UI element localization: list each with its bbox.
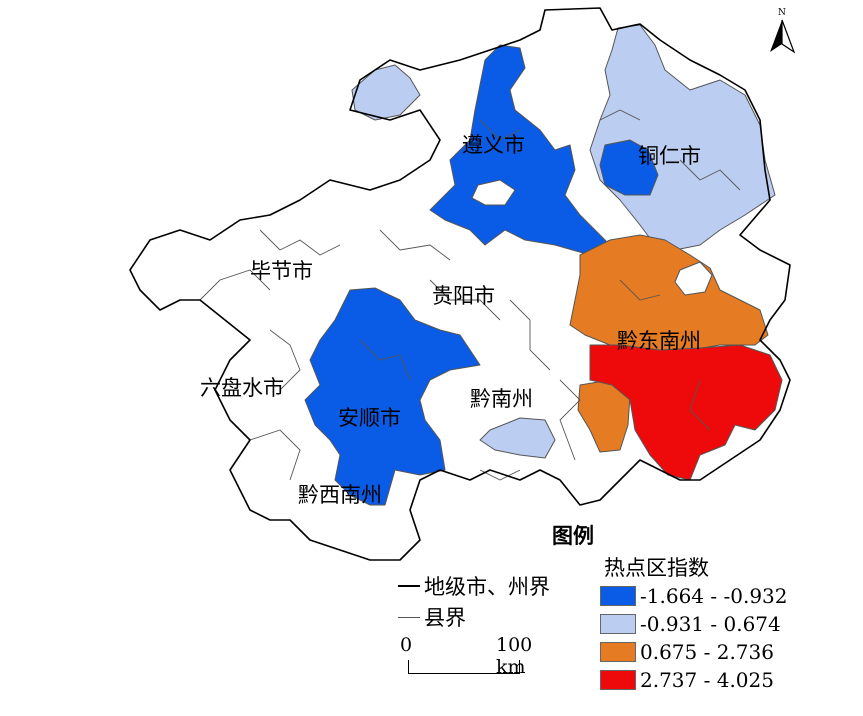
legend-subtitle: 热点区指数 (604, 556, 709, 580)
label-tongren: 铜仁市 (638, 144, 701, 168)
label-qianxinan: 黔西南州 (298, 483, 382, 507)
label-bijie: 毕节市 (250, 259, 313, 283)
legend-county-boundary-label: 县界 (424, 606, 466, 630)
north-arrow-icon: N (770, 8, 796, 54)
legend-swatch (600, 586, 636, 606)
legend-class-label: -0.931 - 0.674 (640, 612, 781, 636)
legend-class-label: -1.664 - -0.932 (640, 584, 788, 608)
legend-class-label: 0.675 - 2.736 (640, 640, 774, 664)
label-liupanshui: 六盘水市 (200, 376, 284, 400)
legend-swatch (600, 614, 636, 634)
qiandongnan-white-patch (674, 261, 713, 296)
scale-bar-line (408, 660, 520, 674)
legend-title: 图例 (552, 523, 594, 548)
legend-class-2: -0.931 - 0.674 (600, 612, 781, 636)
label-zunyi: 遵义市 (462, 133, 525, 157)
legend-class-3: 0.675 - 2.736 (600, 640, 774, 664)
scale-end-label: 100 km (496, 634, 533, 678)
province-outline (129, 7, 791, 561)
county-boundary-symbol (398, 616, 420, 618)
legend-county-boundary: 县界 (398, 602, 466, 632)
legend-class-4: 2.737 - 4.025 (600, 668, 774, 692)
north-arrow: N (768, 6, 796, 56)
scale-bar: 0 100 km (400, 634, 560, 684)
legend-class-1: -1.664 - -0.932 (600, 584, 788, 608)
label-guiyang: 贵阳市 (432, 284, 495, 308)
legend-swatch (600, 642, 636, 662)
label-anshun: 安顺市 (338, 406, 401, 430)
label-qiandongnan: 黔东南州 (617, 329, 701, 353)
scale-start-label: 0 (400, 634, 413, 656)
county-boundaries (199, 109, 741, 481)
zunyi-white-hole (471, 179, 516, 206)
qiannan-cold-region (479, 417, 556, 459)
legend-class-label: 2.737 - 4.025 (640, 668, 774, 692)
legend-city-boundary-label: 地级市、州界 (424, 575, 550, 599)
label-qiannan: 黔南州 (470, 387, 533, 411)
north-arrow-label: N (778, 8, 786, 18)
tongren-hot-patch (599, 139, 659, 196)
anshun-hot-region (304, 287, 481, 506)
legend-swatch (600, 670, 636, 690)
qiandongnan-hot-region (589, 344, 783, 481)
qiandongnan-warm-region (569, 234, 769, 351)
legend-city-boundary: 地级市、州界 (398, 571, 550, 601)
city-boundary-symbol (398, 585, 420, 587)
